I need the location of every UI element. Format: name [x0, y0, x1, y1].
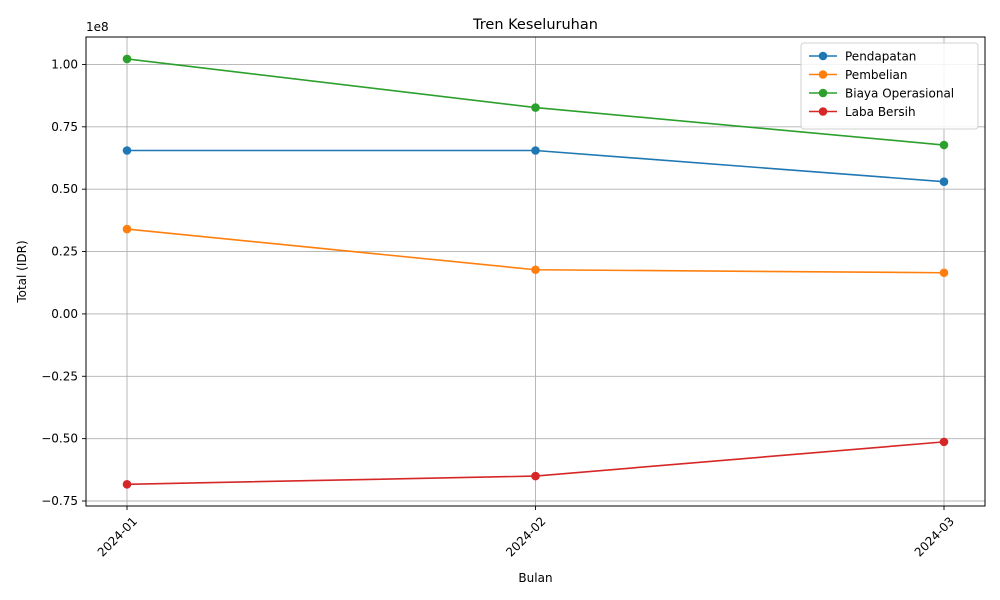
- x-tick-label: 2024-02: [503, 514, 548, 559]
- legend-swatch-marker: [818, 51, 828, 61]
- y-tick-label: 0.75: [51, 120, 78, 134]
- data-point: [939, 140, 949, 150]
- data-point: [531, 103, 540, 112]
- chart-title: Tren Keseluruhan: [472, 17, 598, 33]
- data-point: [531, 265, 540, 275]
- x-axis-label: Bulan: [518, 571, 552, 585]
- series-layer: [122, 54, 949, 489]
- data-point: [531, 146, 540, 155]
- legend: Pendapatan Pembelian Biaya Operasional Laba…: [800, 42, 979, 130]
- data-point: [939, 437, 949, 447]
- y-tick-label: −0.75: [41, 494, 78, 508]
- data-point: [122, 54, 132, 64]
- data-point: [122, 146, 132, 155]
- y-tick-label: −0.25: [41, 369, 78, 383]
- y-tick-label: 0.00: [51, 307, 78, 321]
- legend-label: Laba Bersih: [845, 105, 916, 119]
- data-point: [122, 224, 132, 234]
- data-point: [531, 471, 540, 481]
- legend-swatch-marker: [818, 88, 828, 98]
- ticks-layer: −0.75 −0.50 −0.25 0.00 0.25 0.50 0.75 1.00 2024-…: [41, 57, 957, 559]
- y-axis-multiplier: 1e8: [86, 20, 109, 34]
- legend-box: [800, 42, 979, 130]
- legend-swatch-marker: [818, 107, 828, 116]
- y-axis-label: Total (IDR): [15, 240, 29, 303]
- legend-label: Biaya Operasional: [845, 87, 954, 101]
- legend-swatch-marker: [818, 70, 828, 79]
- y-tick-label: 0.25: [51, 245, 78, 259]
- legend-label: Pendapatan: [845, 50, 916, 64]
- legend-label: Pembelian: [845, 68, 908, 82]
- y-tick-label: −0.50: [41, 432, 78, 446]
- data-point: [939, 177, 949, 186]
- y-tick-label: 0.50: [51, 182, 78, 196]
- y-tick-label: 1.00: [51, 57, 78, 71]
- data-point: [122, 479, 132, 489]
- x-tick-label: 2024-01: [95, 514, 140, 559]
- x-tick-label: 2024-03: [912, 514, 957, 559]
- data-point: [939, 268, 949, 278]
